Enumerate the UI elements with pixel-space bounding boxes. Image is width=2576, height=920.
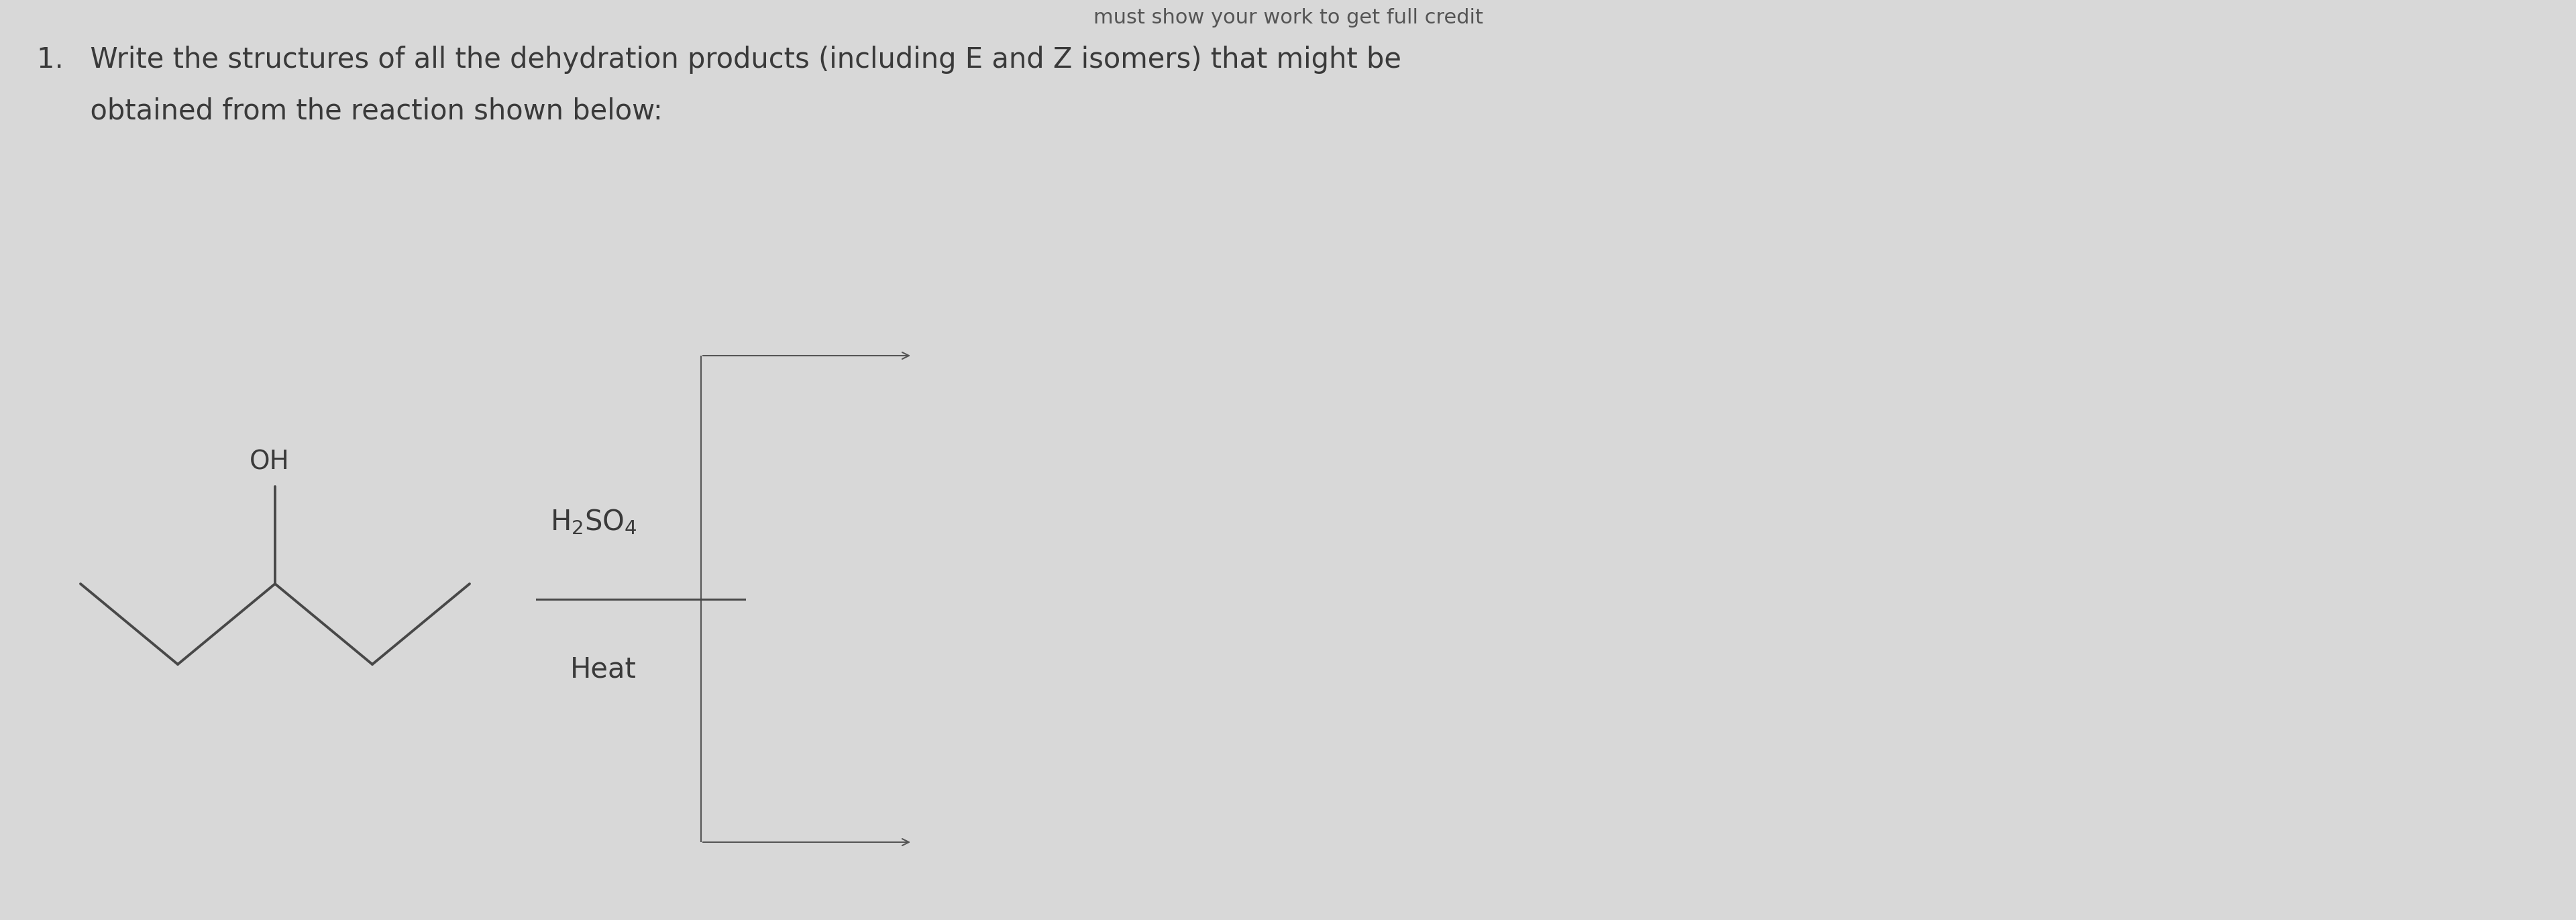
Text: Heat: Heat [569,655,636,684]
Text: H$_2$SO$_4$: H$_2$SO$_4$ [551,507,636,536]
Text: 1.   Write the structures of all the dehydration products (including E and Z iso: 1. Write the structures of all the dehyd… [36,46,1401,74]
Text: OH: OH [250,449,289,475]
Text: obtained from the reaction shown below:: obtained from the reaction shown below: [36,98,662,125]
Text: must show your work to get full credit: must show your work to get full credit [1092,8,1484,28]
